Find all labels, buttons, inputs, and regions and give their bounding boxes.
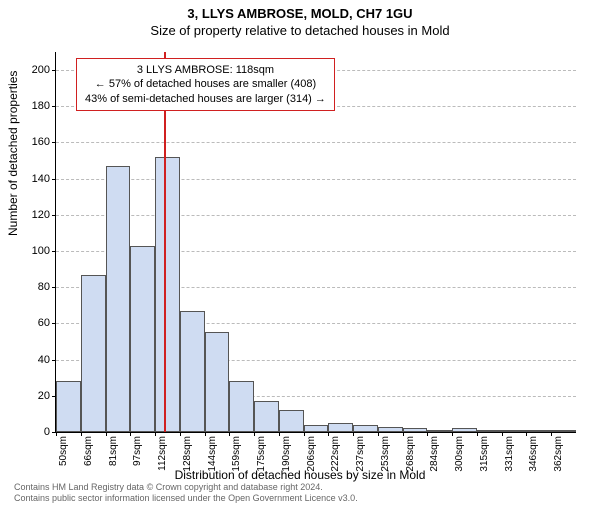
histogram-bar (254, 401, 279, 432)
x-tick-label: 50sqm (58, 436, 69, 466)
x-tick-label: 190sqm (281, 436, 292, 472)
x-tick-label: 284sqm (429, 436, 440, 472)
histogram-bar (477, 430, 502, 432)
x-tick-label: 159sqm (231, 436, 242, 472)
x-tick-mark (378, 432, 379, 436)
footer-line-2: Contains public sector information licen… (14, 493, 358, 504)
x-tick-label: 144sqm (207, 436, 218, 472)
x-tick-label: 97sqm (132, 436, 143, 466)
x-tick-mark (304, 432, 305, 436)
x-tick-mark (106, 432, 107, 436)
x-axis-label: Distribution of detached houses by size … (0, 468, 600, 482)
x-tick-label: 268sqm (405, 436, 416, 472)
histogram-bar (304, 425, 329, 432)
histogram-bar (155, 157, 180, 432)
chart-container: 3, LLYS AMBROSE, MOLD, CH7 1GU Size of p… (0, 6, 600, 506)
x-tick-mark (81, 432, 82, 436)
x-tick-mark (403, 432, 404, 436)
x-tick-label: 362sqm (553, 436, 564, 472)
histogram-bar (378, 427, 403, 432)
plot-area: 02040608010012014016018020050sqm66sqm81s… (55, 52, 576, 433)
y-axis-label: Number of detached properties (6, 71, 20, 236)
y-tick-label: 120 (32, 209, 56, 221)
histogram-bar (551, 430, 576, 432)
x-tick-mark (254, 432, 255, 436)
x-tick-label: 112sqm (157, 436, 168, 471)
histogram-bar (180, 311, 205, 432)
histogram-bar (452, 428, 477, 432)
y-tick-label: 180 (32, 100, 56, 112)
histogram-bar (403, 428, 428, 432)
histogram-bar (56, 381, 81, 432)
gridline (56, 215, 576, 216)
x-tick-mark (205, 432, 206, 436)
y-tick-label: 20 (38, 390, 56, 402)
annotation-box: 3 LLYS AMBROSE: 118sqm← 57% of detached … (76, 58, 335, 111)
histogram-bar (229, 381, 254, 432)
footer-line-1: Contains HM Land Registry data © Crown c… (14, 482, 358, 493)
x-tick-label: 300sqm (454, 436, 465, 472)
x-tick-mark (155, 432, 156, 436)
footer-attribution: Contains HM Land Registry data © Crown c… (14, 482, 358, 504)
x-tick-label: 66sqm (83, 436, 94, 466)
y-tick-label: 40 (38, 354, 56, 366)
histogram-bar (353, 425, 378, 432)
x-tick-label: 175sqm (256, 436, 267, 472)
y-tick-label: 80 (38, 281, 56, 293)
gridline (56, 179, 576, 180)
x-tick-label: 315sqm (479, 436, 490, 472)
annotation-line: 43% of semi-detached houses are larger (… (85, 92, 326, 106)
x-tick-mark (279, 432, 280, 436)
x-tick-label: 331sqm (504, 436, 515, 472)
x-tick-mark (502, 432, 503, 436)
x-tick-label: 237sqm (355, 436, 366, 472)
x-tick-mark (180, 432, 181, 436)
histogram-bar (81, 275, 106, 432)
x-tick-label: 222sqm (330, 436, 341, 472)
y-tick-label: 200 (32, 64, 56, 76)
histogram-bar (526, 430, 551, 432)
x-tick-mark (353, 432, 354, 436)
histogram-bar (328, 423, 353, 432)
histogram-bar (279, 410, 304, 432)
x-tick-label: 346sqm (528, 436, 539, 472)
histogram-bar (205, 332, 230, 432)
y-tick-label: 60 (38, 317, 56, 329)
histogram-bar (106, 166, 131, 432)
gridline (56, 142, 576, 143)
chart-title-main: 3, LLYS AMBROSE, MOLD, CH7 1GU (0, 6, 600, 21)
annotation-line: ← 57% of detached houses are smaller (40… (85, 77, 326, 91)
chart-title-sub: Size of property relative to detached ho… (0, 23, 600, 38)
x-tick-mark (477, 432, 478, 436)
annotation-line: 3 LLYS AMBROSE: 118sqm (85, 63, 326, 77)
y-tick-label: 100 (32, 245, 56, 257)
x-tick-mark (56, 432, 57, 436)
histogram-bar (427, 430, 452, 432)
x-tick-label: 206sqm (306, 436, 317, 472)
y-tick-label: 160 (32, 136, 56, 148)
histogram-bar (502, 430, 527, 432)
x-tick-label: 253sqm (380, 436, 391, 472)
histogram-bar (130, 246, 155, 432)
y-tick-label: 140 (32, 173, 56, 185)
x-tick-label: 128sqm (182, 436, 193, 472)
x-tick-label: 81sqm (108, 436, 119, 466)
y-tick-label: 0 (44, 426, 56, 438)
